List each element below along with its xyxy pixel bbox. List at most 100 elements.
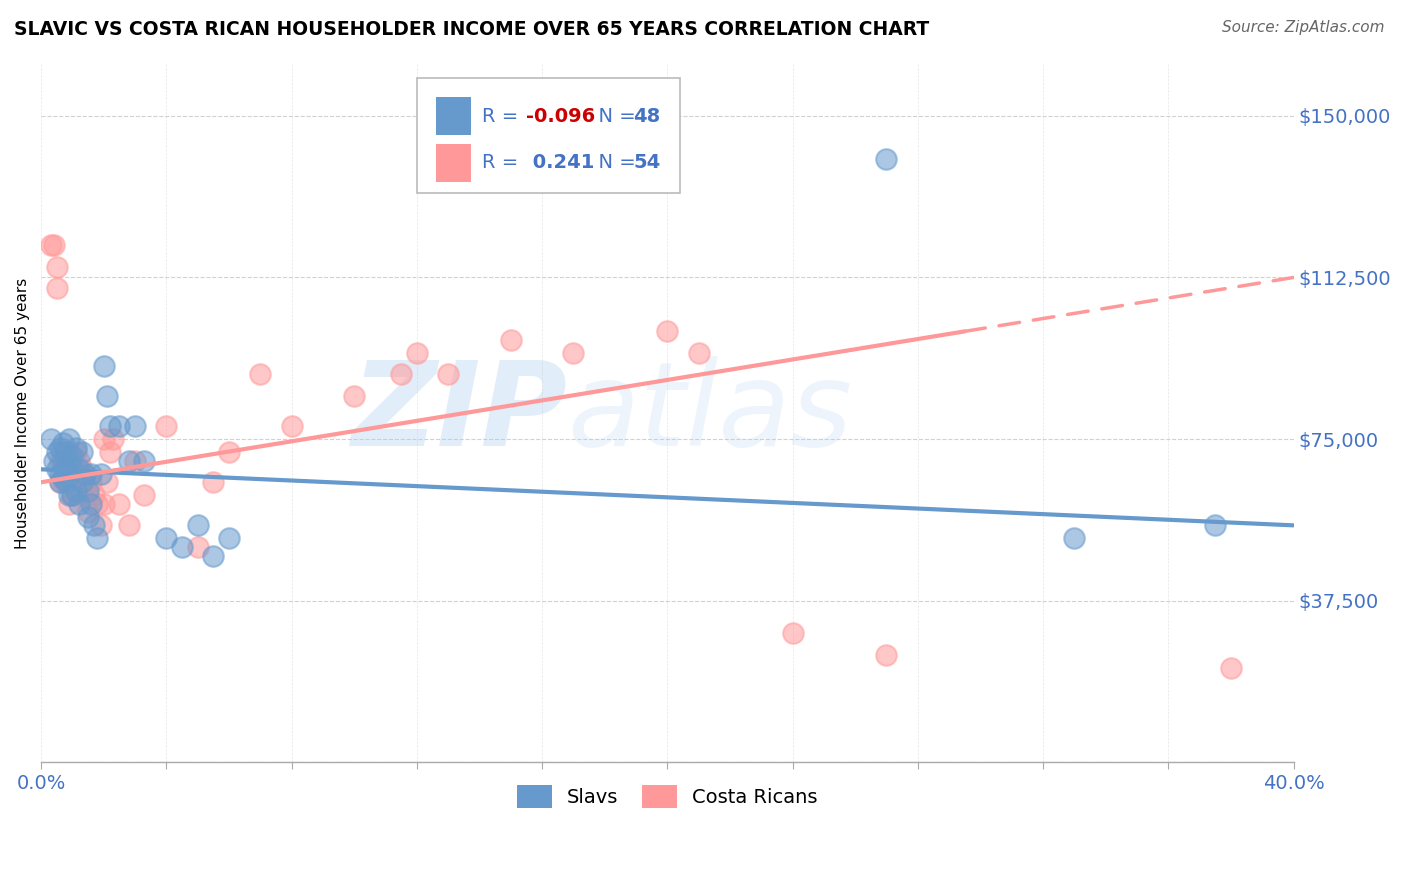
- Point: [657, 324, 679, 338]
- Point: [96, 475, 118, 490]
- Point: [343, 389, 366, 403]
- Point: [77, 488, 100, 502]
- Point: [499, 333, 522, 347]
- Point: [62, 488, 84, 502]
- Text: 54: 54: [634, 153, 661, 172]
- Point: [562, 346, 585, 360]
- Point: [65, 475, 87, 490]
- Point: [86, 497, 108, 511]
- Point: [98, 445, 121, 459]
- Point: [52, 471, 75, 485]
- Point: [80, 497, 103, 511]
- Point: [202, 475, 225, 490]
- Text: atlas: atlas: [567, 356, 852, 470]
- Point: [280, 419, 302, 434]
- Point: [70, 445, 93, 459]
- Point: [93, 432, 115, 446]
- Point: [155, 419, 177, 434]
- Point: [437, 368, 460, 382]
- Point: [83, 518, 105, 533]
- Point: [55, 462, 77, 476]
- Point: [118, 453, 141, 467]
- Point: [389, 368, 412, 382]
- Point: [62, 450, 84, 464]
- Point: [218, 531, 240, 545]
- Point: [45, 260, 67, 274]
- Point: [90, 518, 112, 533]
- Point: [249, 368, 271, 382]
- Text: Source: ZipAtlas.com: Source: ZipAtlas.com: [1222, 20, 1385, 35]
- Point: [218, 445, 240, 459]
- Point: [77, 483, 100, 498]
- Point: [58, 453, 80, 467]
- Point: [80, 475, 103, 490]
- Point: [86, 531, 108, 545]
- Point: [62, 462, 84, 476]
- Point: [55, 453, 77, 467]
- Point: [58, 475, 80, 490]
- Point: [67, 453, 90, 467]
- Bar: [436, 97, 471, 136]
- Point: [93, 359, 115, 373]
- Point: [49, 453, 72, 467]
- Point: [73, 475, 96, 490]
- Point: [101, 432, 124, 446]
- Point: [42, 453, 65, 467]
- Point: [49, 441, 72, 455]
- Point: [90, 467, 112, 481]
- Point: [80, 467, 103, 481]
- Point: [108, 419, 131, 434]
- Point: [42, 238, 65, 252]
- Point: [58, 432, 80, 446]
- Point: [58, 488, 80, 502]
- Point: [65, 445, 87, 459]
- Text: N =: N =: [586, 153, 643, 172]
- Point: [39, 238, 62, 252]
- Point: [83, 488, 105, 502]
- Point: [55, 475, 77, 490]
- Legend: Slavs, Costa Ricans: Slavs, Costa Ricans: [509, 778, 825, 815]
- Point: [65, 441, 87, 455]
- Point: [202, 549, 225, 563]
- Point: [98, 419, 121, 434]
- Point: [70, 462, 93, 476]
- Point: [688, 346, 710, 360]
- Point: [49, 475, 72, 490]
- Point: [1219, 660, 1241, 674]
- Point: [1063, 531, 1085, 545]
- Point: [58, 445, 80, 459]
- Point: [77, 505, 100, 519]
- Point: [67, 462, 90, 476]
- Point: [70, 475, 93, 490]
- Text: SLAVIC VS COSTA RICAN HOUSEHOLDER INCOME OVER 65 YEARS CORRELATION CHART: SLAVIC VS COSTA RICAN HOUSEHOLDER INCOME…: [14, 20, 929, 38]
- Point: [77, 509, 100, 524]
- Text: R =: R =: [482, 153, 524, 172]
- Point: [45, 445, 67, 459]
- Point: [49, 475, 72, 490]
- Text: R =: R =: [482, 107, 524, 126]
- Point: [52, 453, 75, 467]
- Text: 0.241: 0.241: [526, 153, 595, 172]
- Point: [52, 445, 75, 459]
- Point: [118, 518, 141, 533]
- Bar: [436, 144, 471, 182]
- Text: N =: N =: [586, 107, 643, 126]
- Point: [170, 540, 193, 554]
- Point: [875, 152, 897, 166]
- Point: [1204, 518, 1226, 533]
- Text: 48: 48: [634, 107, 661, 126]
- Point: [55, 445, 77, 459]
- Point: [93, 497, 115, 511]
- Point: [134, 453, 156, 467]
- Point: [405, 346, 427, 360]
- Point: [45, 281, 67, 295]
- Point: [875, 648, 897, 662]
- Text: -0.096: -0.096: [526, 107, 595, 126]
- Point: [187, 540, 209, 554]
- Y-axis label: Householder Income Over 65 years: Householder Income Over 65 years: [15, 277, 30, 549]
- Point: [45, 462, 67, 476]
- Text: ZIP: ZIP: [352, 356, 567, 471]
- Point: [70, 488, 93, 502]
- Point: [73, 467, 96, 481]
- Point: [187, 518, 209, 533]
